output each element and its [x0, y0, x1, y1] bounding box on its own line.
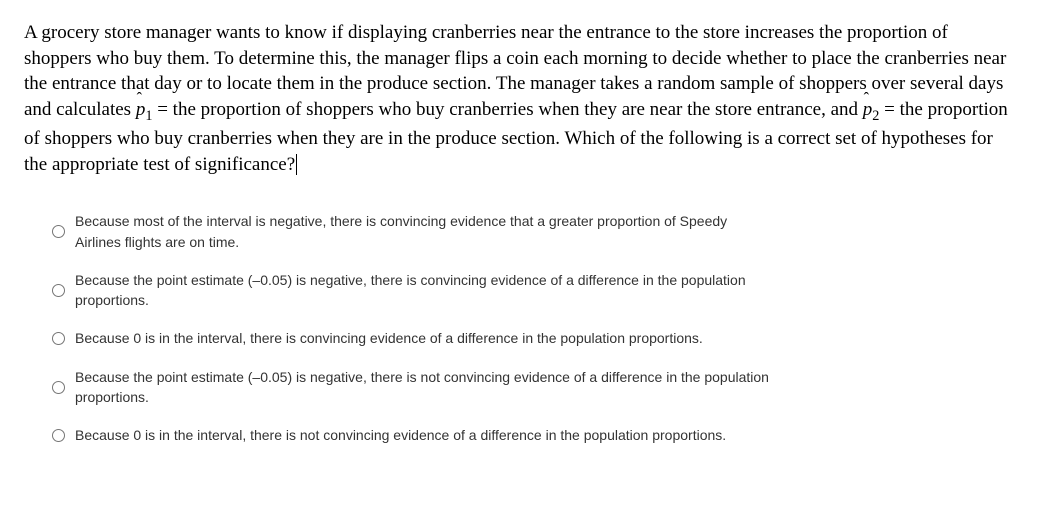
option-1[interactable]: Because most of the interval is negative… — [52, 211, 772, 252]
options-group: Because most of the interval is negative… — [24, 211, 1015, 445]
option-1-label: Because most of the interval is negative… — [75, 211, 772, 252]
option-2[interactable]: Because the point estimate (–0.05) is ne… — [52, 270, 772, 311]
radio-icon[interactable] — [52, 225, 65, 238]
p-hat-1-symbol: ˆp1 — [136, 97, 153, 126]
radio-icon[interactable] — [52, 429, 65, 442]
question-stem: A grocery store manager wants to know if… — [24, 20, 1015, 177]
option-4[interactable]: Because the point estimate (–0.05) is ne… — [52, 367, 772, 408]
option-5-label: Because 0 is in the interval, there is n… — [75, 425, 726, 445]
text-cursor — [296, 154, 297, 175]
option-2-label: Because the point estimate (–0.05) is ne… — [75, 270, 772, 311]
option-3[interactable]: Because 0 is in the interval, there is c… — [52, 328, 772, 348]
radio-icon[interactable] — [52, 332, 65, 345]
option-4-label: Because the point estimate (–0.05) is ne… — [75, 367, 772, 408]
p-hat-2-symbol: ˆp2 — [863, 97, 880, 126]
option-3-label: Because 0 is in the interval, there is c… — [75, 328, 703, 348]
radio-icon[interactable] — [52, 381, 65, 394]
option-5[interactable]: Because 0 is in the interval, there is n… — [52, 425, 772, 445]
question-text-part2: = the proportion of shoppers who buy cra… — [152, 99, 862, 120]
radio-icon[interactable] — [52, 284, 65, 297]
